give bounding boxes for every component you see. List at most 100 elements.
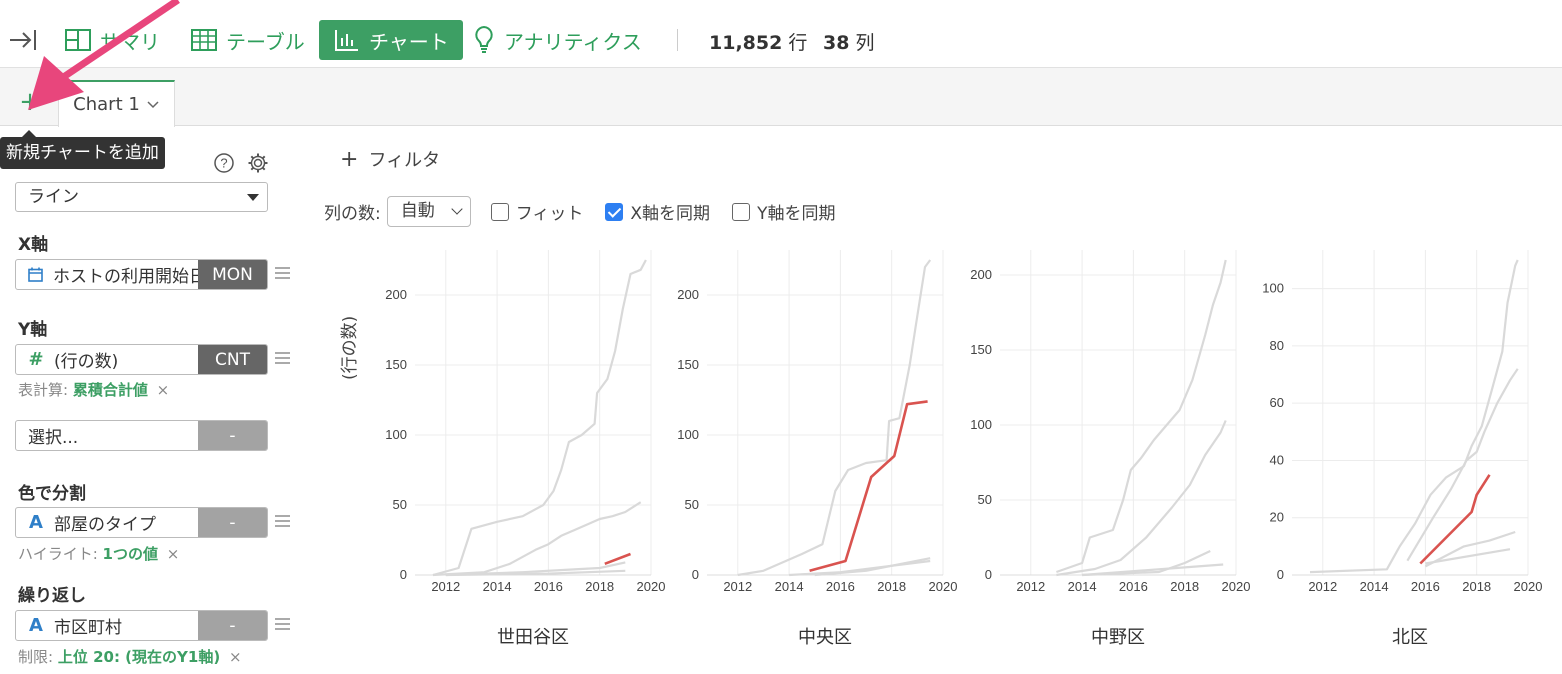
background-series-line: [1082, 563, 1224, 577]
x-tick-label: 2012: [1016, 579, 1045, 594]
y-axis-calc-value[interactable]: 累積合計値: [72, 381, 148, 399]
repeat-field[interactable]: A 市区町村 -: [15, 610, 268, 641]
annotation-arrow: [28, 0, 180, 110]
lightbulb-icon: [475, 25, 493, 53]
x-tick-label: 2016: [826, 579, 855, 594]
x-tick-label: 2012: [431, 579, 460, 594]
color-highlight-remove-icon[interactable]: ×: [166, 545, 180, 563]
y2-axis-aggregation[interactable]: -: [198, 421, 267, 450]
text-type-icon: A: [29, 615, 43, 636]
y-tick-label: 100: [677, 427, 699, 442]
repeat-drag-handle-icon[interactable]: [275, 618, 290, 633]
x-axis-aggregation[interactable]: MON: [198, 260, 267, 289]
chart-panel-title: 北区: [1392, 627, 1428, 648]
chart-type-select[interactable]: ライン: [15, 182, 268, 212]
chart-tab-strip: [0, 68, 1562, 126]
y-tick-label: 60: [1270, 395, 1284, 410]
highlight-series-line: [604, 552, 631, 566]
repeat-label: 繰り返し: [18, 586, 86, 606]
y-tick-label: 50: [393, 497, 407, 512]
sync-x-checkbox[interactable]: [605, 202, 624, 221]
repeat-field-name: 市区町村: [54, 618, 122, 638]
tab-chart[interactable]: チャート: [319, 20, 463, 60]
y-axis-calc-remove-icon[interactable]: ×: [156, 381, 170, 399]
y-axis-aggregation[interactable]: CNT: [198, 345, 267, 374]
sync-y-option[interactable]: Y軸を同期: [732, 199, 835, 224]
tab-table-label: テーブル: [226, 29, 305, 54]
panel-icons: ?: [213, 152, 269, 174]
color-split-label: 色で分割: [18, 484, 86, 504]
bar-chart-icon: [335, 30, 358, 51]
number-hash-icon: #: [28, 349, 44, 370]
caret-down-icon: [247, 194, 259, 201]
column-count-unit: 列: [855, 32, 875, 54]
x-tick-label: 2014: [1360, 579, 1389, 594]
y2-axis-field[interactable]: 選択... -: [15, 420, 268, 451]
highlight-series-line: [809, 400, 928, 573]
y-tick-label: 150: [677, 357, 699, 372]
background-series-line: [1082, 550, 1211, 577]
x-tick-label: 2014: [775, 579, 804, 594]
background-series-line: [1425, 548, 1511, 565]
gear-icon[interactable]: [247, 152, 269, 174]
x-axis-field-name: ホストの利用開始日: [53, 267, 198, 287]
columns-label: 列の数:: [324, 204, 381, 224]
y-tick-label: 200: [970, 267, 992, 282]
background-series-line: [814, 557, 931, 577]
x-tick-label: 2020: [1222, 579, 1251, 594]
fit-checkbox[interactable]: [490, 202, 509, 221]
background-series-line: [445, 561, 626, 577]
repeat-limit-value[interactable]: 上位 20: (現在のY1軸): [57, 648, 221, 666]
chart-options: 列の数: 自動 フィット X軸を同期 Y軸を同期: [324, 196, 857, 227]
collapse-sidebar-icon[interactable]: [8, 20, 46, 60]
repeat-limit-remove-icon[interactable]: ×: [228, 648, 242, 666]
tab-chart-1-label: Chart 1: [73, 94, 140, 115]
columns-select[interactable]: 自動: [386, 196, 471, 227]
x-axis-field[interactable]: ホストの利用開始日 MON: [15, 259, 268, 290]
y-tick-label: 150: [385, 357, 407, 372]
plus-icon: +: [340, 147, 359, 172]
x-tick-label: 2018: [1462, 579, 1491, 594]
help-icon[interactable]: ?: [213, 152, 235, 174]
color-split-aggregation[interactable]: -: [198, 508, 267, 537]
fit-option[interactable]: フィット: [490, 199, 583, 224]
y-axis-field[interactable]: # (行の数) CNT: [15, 344, 268, 375]
y-axis-field-name: (行の数): [54, 352, 119, 372]
x-tick-label: 2018: [877, 579, 906, 594]
add-filter-button[interactable]: + フィルタ: [340, 146, 440, 172]
color-highlight-value[interactable]: 1つの値: [102, 545, 158, 563]
tab-table[interactable]: テーブル: [190, 20, 305, 60]
y-axis-calc-prefix: 表計算:: [18, 381, 69, 399]
sync-x-option[interactable]: X軸を同期: [605, 199, 710, 224]
x-tick-label: 2016: [1411, 579, 1440, 594]
small-multiple-charts: 2012 2014 2016 2018 2020050100150200世田谷区2012…: [385, 250, 1543, 648]
repeat-aggregation[interactable]: -: [198, 611, 267, 640]
x-tick-label: 2018: [1170, 579, 1199, 594]
x-axis-drag-handle-icon[interactable]: [275, 267, 290, 282]
y-axis-drag-handle-icon[interactable]: [275, 352, 290, 367]
calendar-icon: [28, 267, 43, 282]
x-tick-label: 2020: [1514, 579, 1543, 594]
repeat-limit-prefix: 制限:: [18, 648, 54, 666]
sync-y-checkbox[interactable]: [732, 202, 751, 221]
y-tick-label: 50: [978, 492, 992, 507]
background-series-line: [432, 501, 642, 577]
tab-summary[interactable]: サマリ: [64, 20, 160, 60]
chevron-down-icon: [147, 100, 159, 108]
y-tick-label: 100: [1262, 281, 1284, 296]
color-drag-handle-icon[interactable]: [275, 515, 290, 530]
y-tick-label: 0: [1277, 567, 1284, 582]
color-split-field[interactable]: A 部屋のタイプ -: [15, 507, 268, 538]
y-tick-label: 0: [985, 567, 992, 582]
svg-text:?: ?: [220, 156, 227, 171]
y-tick-label: 50: [685, 497, 699, 512]
chart-type-value: ライン: [28, 187, 79, 207]
background-series-line: [445, 569, 626, 577]
x-tick-label: 2014: [483, 579, 512, 594]
y-tick-label: 40: [1270, 452, 1284, 467]
tab-analytics[interactable]: アナリティクス: [472, 20, 642, 60]
x-tick-label: 2020: [929, 579, 958, 594]
row-count: 11,852 行: [709, 28, 807, 55]
table-icon: [191, 29, 217, 51]
color-highlight: ハイライト: 1つの値 ×: [18, 543, 179, 564]
